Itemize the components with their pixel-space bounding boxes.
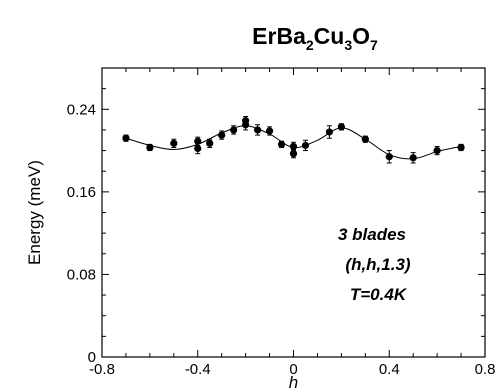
data-marker xyxy=(146,143,154,152)
data-point xyxy=(325,125,334,139)
x-tick-label: 0.4 xyxy=(379,361,400,378)
data-marker xyxy=(301,141,310,150)
data-marker xyxy=(170,139,178,147)
y-tick-label: 0 xyxy=(88,349,96,366)
y-tick-label: 0.08 xyxy=(67,266,96,283)
data-point xyxy=(433,145,441,156)
data-marker xyxy=(385,153,393,161)
x-tick-label: 0.8 xyxy=(475,361,495,378)
data-point xyxy=(122,134,130,142)
y-axis-label: Energy (meV) xyxy=(25,160,44,265)
data-marker xyxy=(194,144,202,153)
data-point xyxy=(337,123,345,131)
data-point xyxy=(301,139,310,152)
chart-title: ErBa2Cu3O7 xyxy=(252,23,378,53)
data-point xyxy=(242,116,250,126)
axes: -0.8 -0.4 0 0.4 0.8 0 0.08 0.16 0.24 h Energy (meV… xyxy=(25,67,495,392)
x-axis-label: h xyxy=(289,373,298,392)
data-marker xyxy=(218,131,226,139)
y-tick-label: 0.16 xyxy=(67,184,96,201)
data-point xyxy=(289,149,298,159)
x-tick-label: -0.4 xyxy=(185,361,211,378)
data-marker xyxy=(289,142,298,151)
data-marker xyxy=(457,143,465,152)
data-marker xyxy=(253,126,262,134)
data-point xyxy=(206,138,214,148)
data-point xyxy=(194,142,202,155)
annotation-text: (h,h,1.3) xyxy=(345,255,411,274)
data-point xyxy=(170,138,178,148)
data-point xyxy=(277,140,286,148)
data-marker xyxy=(206,139,214,147)
x-tick-label: 0 xyxy=(289,361,297,378)
data-marker xyxy=(433,146,441,155)
annotation-text: T=0.4K xyxy=(350,285,408,304)
data-points xyxy=(122,116,465,164)
data-marker xyxy=(361,135,369,143)
y-tick-label: 0.24 xyxy=(67,101,96,118)
data-point xyxy=(218,130,226,140)
data-marker xyxy=(409,154,417,162)
data-marker xyxy=(265,127,274,135)
data-point xyxy=(361,135,369,143)
data-marker xyxy=(230,126,238,134)
data-point xyxy=(457,143,465,152)
data-point xyxy=(253,124,262,136)
x-tick-label: -0.8 xyxy=(89,361,115,378)
data-marker xyxy=(277,140,286,148)
data-point xyxy=(385,150,393,164)
data-point xyxy=(409,152,417,164)
data-point xyxy=(265,126,274,136)
data-marker xyxy=(242,117,250,125)
data-marker xyxy=(337,123,345,131)
annotation-text: 3 blades xyxy=(338,225,406,244)
data-marker xyxy=(325,128,334,136)
plot-frame xyxy=(101,67,486,358)
data-point xyxy=(230,125,238,135)
data-marker xyxy=(122,134,130,142)
data-point xyxy=(146,143,154,152)
data-marker xyxy=(289,150,298,158)
annotations: 3 blades (h,h,1.3) T=0.4K xyxy=(338,225,411,304)
